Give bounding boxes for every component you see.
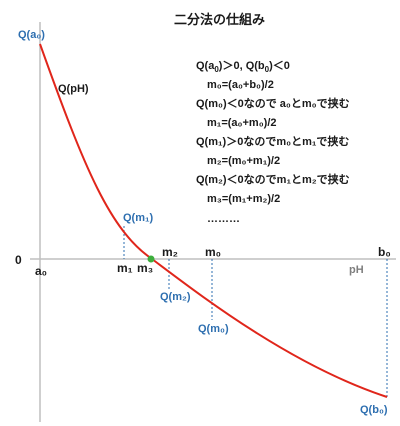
label-q-b0: Q(b₀)	[360, 404, 388, 416]
axis-label-m2: m₂	[162, 245, 178, 259]
diagram-title: 二分法の仕組み	[174, 12, 265, 27]
ph-axis-label: pH	[349, 264, 364, 276]
explanation-line-4: m₁=(a₀+m₀)/2	[207, 117, 277, 129]
axis-label-m3: m₃	[137, 261, 153, 275]
explanation-line-6: m₂=(m₀+m₁)/2	[207, 155, 280, 167]
axis-label-m0: m₀	[205, 245, 221, 259]
label-q-a0: Q(a₀)	[18, 29, 45, 41]
root-point	[147, 255, 155, 263]
explanation-line-3: Q(m₀)＜0なので a₀とm₀で挟む	[196, 96, 350, 110]
explanation-line-7: Q(m₂)＜0なのでm₁とm₂で挟む	[196, 172, 350, 186]
axis-label-a0: a₀	[35, 264, 47, 278]
explanation-line-9: ………	[207, 213, 240, 225]
label-q-m0: Q(m₀)	[198, 323, 229, 335]
label-q-m2: Q(m₂)	[160, 291, 191, 303]
explanation-line-2: m₀=(a₀+b₀)/2	[207, 79, 274, 91]
explanation-block: Q(a0)＞0, Q(b0)＜0 m₀=(a₀+b₀)/2 Q(m₀)＜0なので…	[196, 60, 350, 225]
label-q-m1: Q(m₁)	[123, 212, 154, 224]
curve-label: Q(pH)	[58, 83, 89, 95]
explanation-line-8: m₃=(m₁+m₂)/2	[207, 193, 280, 205]
axis-label-b0: b₀	[378, 245, 391, 259]
origin-label: 0	[15, 253, 22, 267]
explanation-line-5: Q(m₁)＞0なのでm₀とm₁で挟む	[196, 134, 349, 148]
axis-label-m1: m₁	[117, 261, 133, 275]
explanation-line-1: Q(a0)＞0, Q(b0)＜0	[196, 60, 290, 74]
